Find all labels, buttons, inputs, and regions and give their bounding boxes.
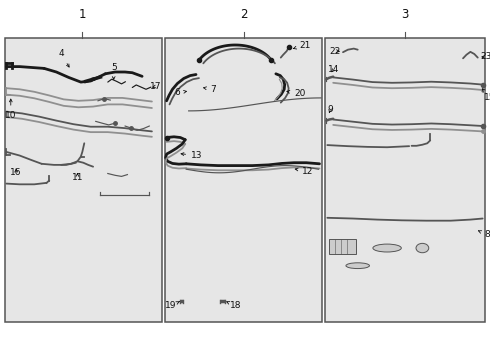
Bar [5, 38, 162, 322]
Text: 17: 17 [150, 82, 162, 91]
Text: 20: 20 [287, 89, 305, 98]
Ellipse shape [346, 263, 369, 269]
Text: 14: 14 [328, 65, 340, 74]
Text: 18: 18 [227, 302, 242, 310]
Text: 19: 19 [165, 302, 179, 310]
Text: 16: 16 [10, 167, 22, 176]
Text: 1: 1 [78, 8, 86, 21]
Text: 2: 2 [240, 8, 247, 21]
Text: 6: 6 [174, 88, 187, 97]
Bar [325, 38, 485, 322]
Text: 8: 8 [478, 230, 490, 239]
Bar [329, 239, 356, 254]
Text: 22: 22 [330, 46, 341, 55]
Text: 21: 21 [294, 40, 310, 49]
Text: 7: 7 [203, 85, 216, 94]
Text: 9: 9 [327, 105, 333, 114]
Text: 5: 5 [111, 63, 117, 79]
Ellipse shape [373, 244, 401, 252]
Bar [165, 38, 322, 322]
Text: 3: 3 [401, 8, 409, 21]
Text: 23: 23 [480, 52, 490, 61]
Text: 15: 15 [482, 89, 490, 102]
Circle shape [416, 243, 429, 253]
Text: 12: 12 [295, 166, 314, 175]
Text: 11: 11 [72, 173, 83, 181]
Text: 4: 4 [58, 49, 69, 67]
Text: 13: 13 [181, 151, 202, 160]
Text: 10: 10 [5, 99, 17, 120]
